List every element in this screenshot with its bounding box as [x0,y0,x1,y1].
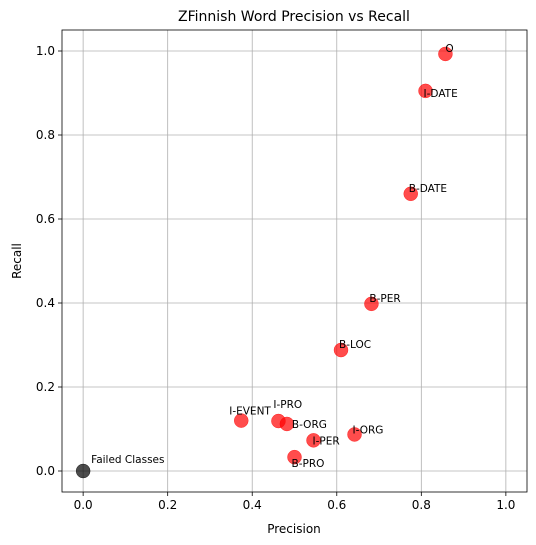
data-points [75,46,453,479]
point-label: I-ORG [353,424,384,436]
data-point [418,83,433,99]
data-point [279,416,295,432]
data-point [287,449,302,465]
point-label: B-ORG [292,419,327,431]
point-label: I-EVENT [229,406,271,418]
failed-label: Failed Classes [91,454,164,466]
y-axis-label: Recall [10,243,24,279]
x-tick-label: 0.4 [243,498,262,512]
x-axis-label: Precision [267,522,321,536]
data-point [233,413,249,428]
x-tick-label: 0.2 [158,498,177,512]
y-tick-label: 0.4 [36,296,55,310]
data-point [333,342,349,358]
point-label: I-PRO [273,399,302,411]
failed-point [75,463,91,479]
point-label: B-LOC [339,339,371,351]
point-label: B-DATE [409,183,447,195]
y-tick-label: 0.6 [36,212,55,226]
grid [62,30,527,492]
x-tick-label: 0.8 [412,498,431,512]
x-tick-label: 0.6 [327,498,346,512]
data-point [438,46,453,62]
data-point [306,433,321,448]
axis-ticks: 0.0 0.2 0.4 0.6 0.8 1.0 0.0 0.2 0.4 0.6 0.8 1.0 [36,44,516,512]
y-tick-label: 1.0 [36,44,55,58]
point-label: I-PER [313,435,340,447]
point-label: O [445,43,453,55]
data-point [403,186,418,202]
data-point [347,427,362,442]
y-tick-label: 0.0 [36,464,55,478]
plot-frame [61,29,528,493]
y-tick-label: 0.2 [36,380,55,394]
chart-title: ZFinnish Word Precision vs Recall [178,9,410,25]
x-tick-label: 1.0 [496,498,515,512]
y-tick-label: 0.8 [36,128,55,142]
point-label: B-PER [369,293,400,305]
point-label: B-PRO [292,458,325,470]
data-point [364,296,379,312]
x-tick-label: 0.0 [74,498,93,512]
point-label: I-DATE [424,88,458,100]
